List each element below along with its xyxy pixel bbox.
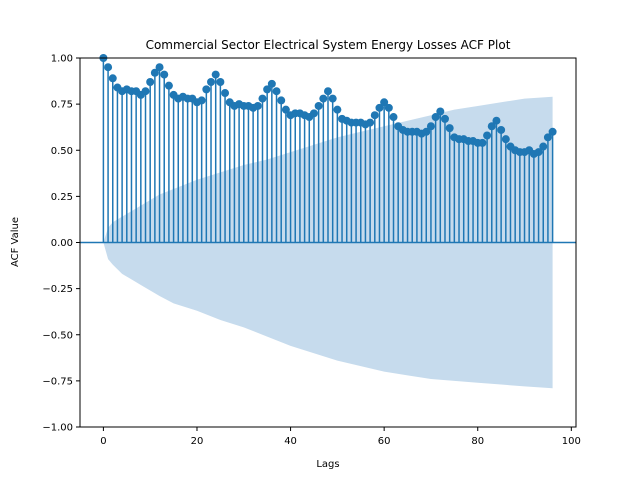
acf-point <box>155 63 164 72</box>
y-tick-label: 0.75 <box>51 100 73 111</box>
acf-point <box>211 70 220 79</box>
acf-point <box>328 94 337 103</box>
y-axis: −1.00 −0.75 −0.50 −0.25 0.00 0.25 0.50 0.75 1.00 <box>42 54 80 434</box>
acf-point <box>221 89 230 98</box>
acf-point <box>384 103 393 112</box>
y-tick-label: 0.00 <box>51 238 73 249</box>
acf-point <box>539 142 548 151</box>
acf-point <box>324 87 332 96</box>
x-tick-label: 60 <box>378 436 391 447</box>
acf-point <box>422 127 431 136</box>
acf-point <box>197 96 206 105</box>
acf-series <box>99 54 557 243</box>
chart-title: Commercial Sector Electrical System Ener… <box>146 38 511 52</box>
acf-point <box>366 118 375 127</box>
acf-point <box>319 94 328 103</box>
x-axis-title: Lags <box>316 459 339 470</box>
acf-point <box>534 148 543 157</box>
acf-point <box>543 133 552 142</box>
y-tick-label: −0.50 <box>42 330 73 341</box>
acf-point <box>370 111 379 120</box>
acf-point <box>267 79 276 88</box>
acf-point <box>258 94 267 103</box>
plot-area <box>80 54 576 389</box>
x-tick-label: 100 <box>562 436 581 447</box>
acf-point <box>492 116 501 125</box>
x-tick-label: 20 <box>191 436 204 447</box>
x-tick-label: 40 <box>284 436 297 447</box>
acf-point <box>277 96 286 105</box>
x-axis: 0 20 40 60 80 100 <box>100 427 581 447</box>
y-tick-label: −0.25 <box>42 284 73 295</box>
acf-point <box>104 63 113 72</box>
acf-point <box>483 131 492 140</box>
acf-point <box>108 74 117 83</box>
acf-point <box>389 113 398 122</box>
y-tick-label: −1.00 <box>42 423 73 434</box>
acf-point <box>281 105 290 114</box>
acf-point <box>202 85 211 94</box>
y-tick-label: −0.75 <box>42 376 73 387</box>
acf-point <box>263 85 272 94</box>
acf-point <box>333 105 342 114</box>
y-tick-label: 1.00 <box>51 54 73 65</box>
acf-point <box>431 113 440 122</box>
acf-point <box>380 98 389 107</box>
acf-point <box>548 127 557 136</box>
acf-point <box>164 81 173 90</box>
acf-point <box>314 101 323 110</box>
acf-point <box>497 125 506 134</box>
x-tick-label: 0 <box>100 436 106 447</box>
acf-point <box>436 107 445 116</box>
acf-point <box>272 87 281 96</box>
acf-point <box>160 70 169 79</box>
acf-point <box>253 101 262 110</box>
acf-point <box>440 114 449 123</box>
y-tick-label: 0.25 <box>51 192 73 203</box>
y-tick-label: 0.50 <box>51 146 73 157</box>
acf-point <box>216 77 225 86</box>
acf-point <box>445 124 454 133</box>
y-axis-title: ACF Value <box>10 217 21 267</box>
acf-point <box>150 68 159 77</box>
acf-point <box>487 122 496 131</box>
acf-point <box>141 87 150 96</box>
acf-point <box>478 138 487 147</box>
acf-point <box>207 77 216 86</box>
acf-point <box>375 103 384 112</box>
acf-point <box>146 77 155 86</box>
acf-point <box>501 135 510 144</box>
x-tick-label: 80 <box>471 436 484 447</box>
acf-point <box>426 122 435 131</box>
acf-point <box>309 109 318 118</box>
